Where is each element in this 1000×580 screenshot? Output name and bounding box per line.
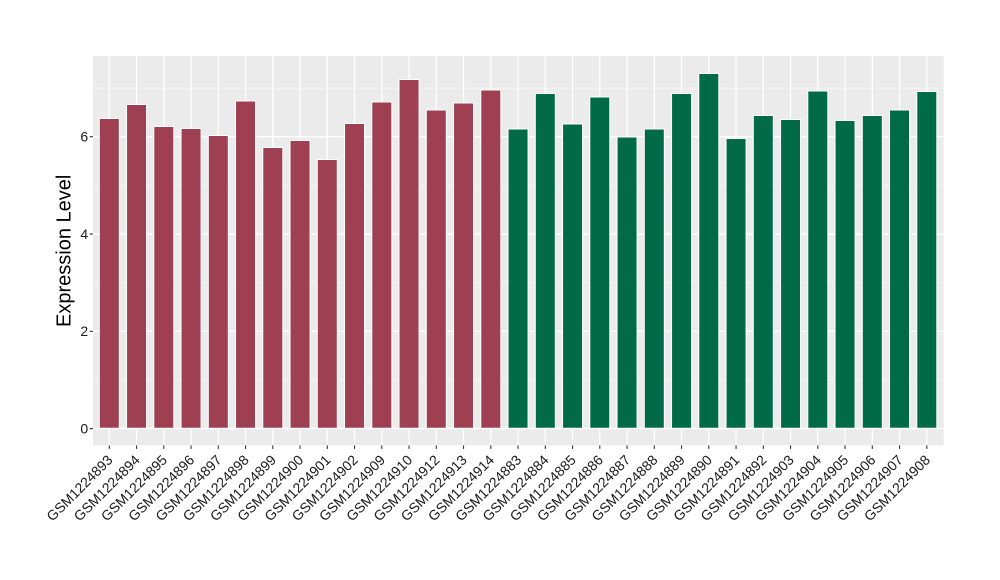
svg-text:6: 6 xyxy=(80,129,88,145)
svg-text:Expression Level: Expression Level xyxy=(54,175,76,327)
svg-text:0: 0 xyxy=(80,421,88,437)
svg-text:2: 2 xyxy=(80,323,88,339)
svg-text:4: 4 xyxy=(80,226,88,242)
